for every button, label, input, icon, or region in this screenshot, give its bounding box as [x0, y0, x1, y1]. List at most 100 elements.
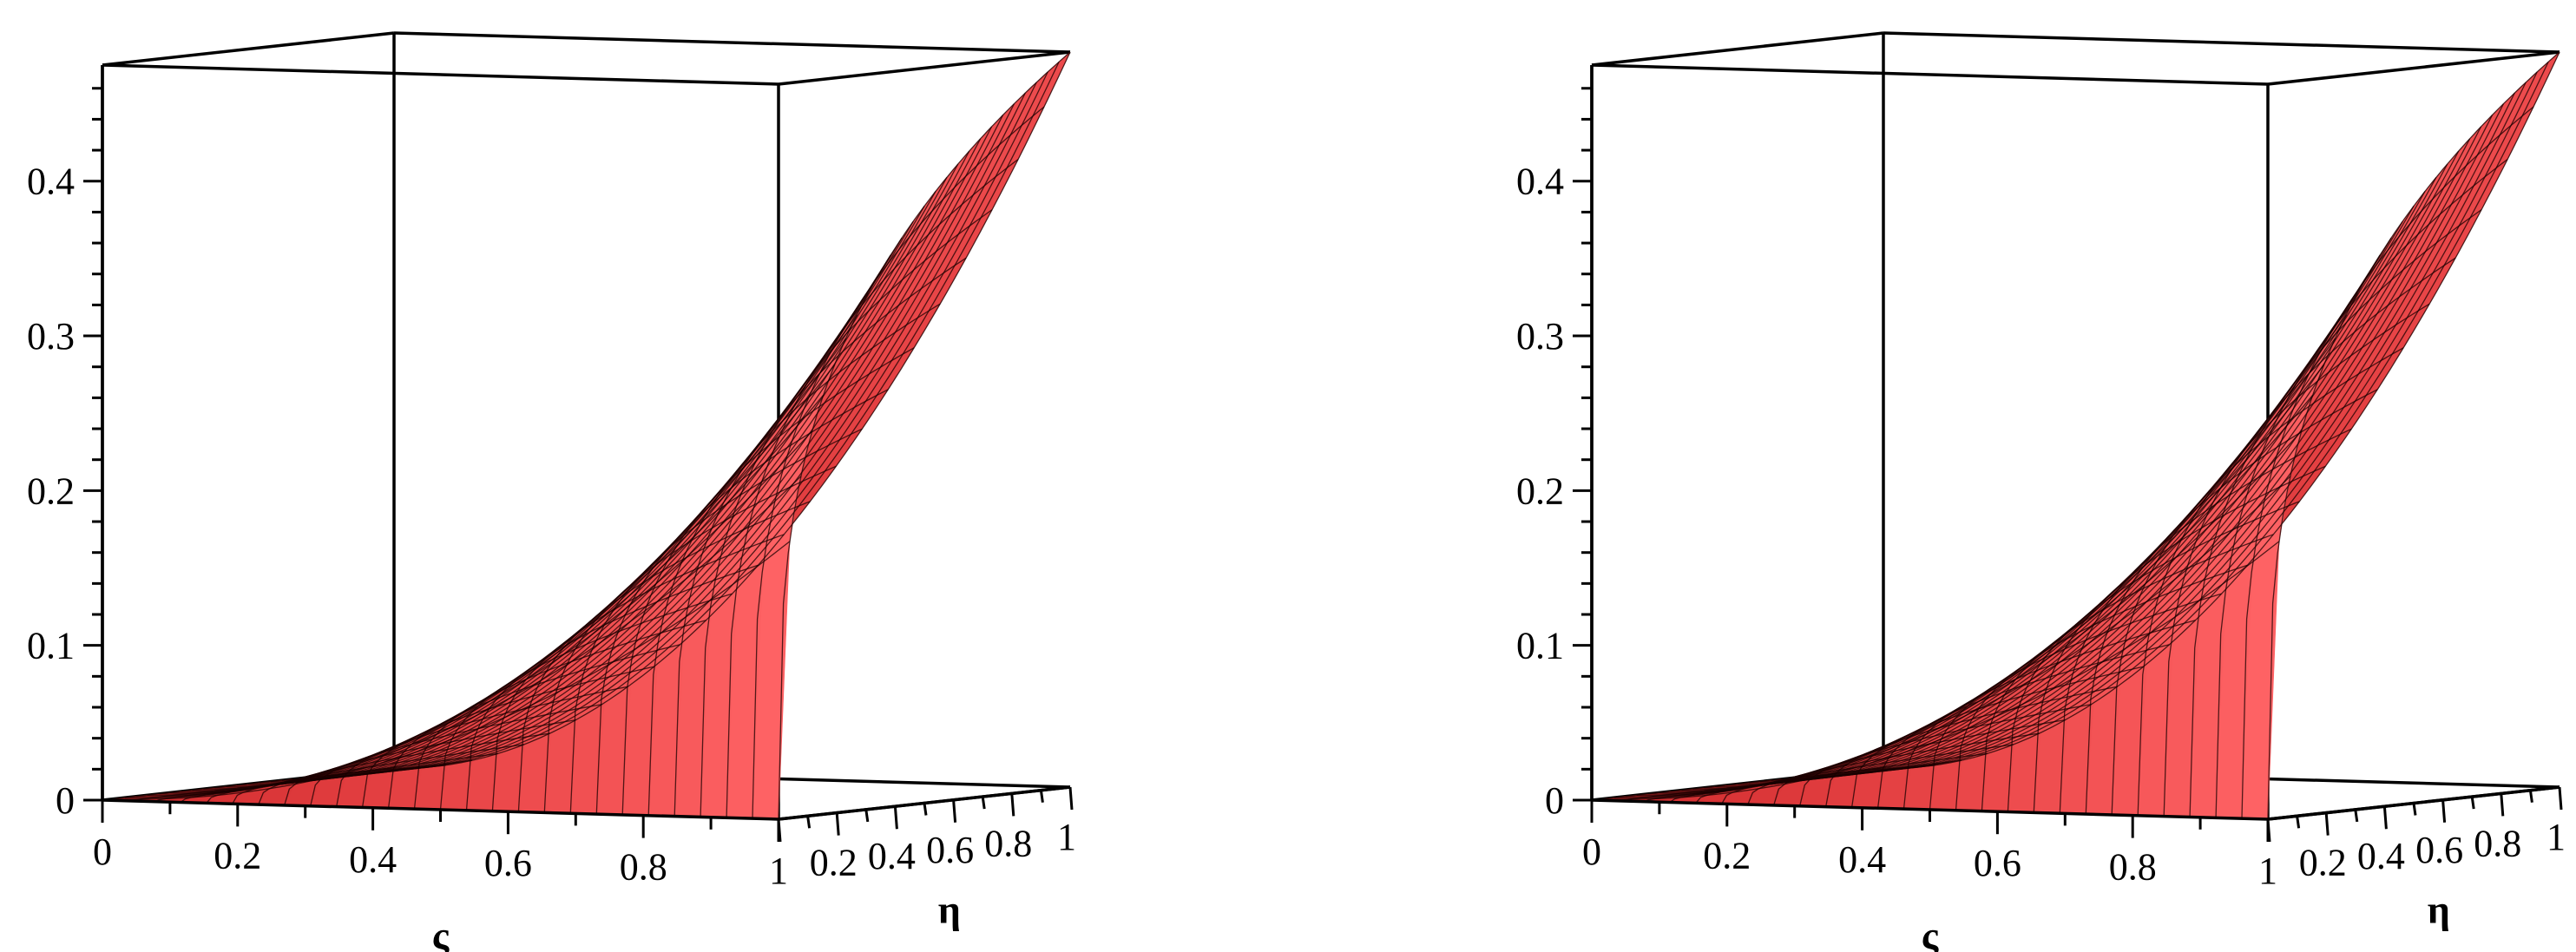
y-major-tick	[2266, 818, 2271, 843]
mesh-line-const-x	[595, 389, 889, 815]
mesh-line-const-y	[393, 51, 1071, 769]
mesh-line-const-x	[2189, 209, 2482, 817]
y-minor-tick	[864, 809, 870, 823]
y-major-tick	[777, 818, 782, 843]
z-tick-label: 0.1	[27, 625, 75, 667]
y-major-tick	[893, 806, 898, 830]
mesh-line-const-x	[1981, 534, 2274, 811]
mesh-line-const-y	[1793, 138, 2471, 779]
y-minor-tick	[2354, 809, 2359, 823]
mesh-line-const-y	[326, 115, 1004, 777]
z-axis: 0 0.1 0.2 0.3 0.4	[1516, 87, 1592, 822]
y-minor-tick	[2296, 816, 2301, 829]
x-tick-label: 0.8	[620, 846, 667, 889]
mesh-line-const-y	[281, 163, 959, 782]
mesh-line-const-x	[2137, 303, 2430, 816]
y-tick-label: 0.8	[984, 822, 1032, 864]
x-tick-label: 0.4	[1838, 838, 1886, 881]
y-major-tick	[1068, 786, 1074, 811]
mesh-line-const-x	[2215, 159, 2508, 818]
x-tick-label: 1	[2258, 850, 2277, 892]
mesh-line-const-y	[1838, 92, 2515, 774]
x-axis: 0 0.2 0.4 0.6 0.8 1 ς	[93, 800, 788, 952]
mesh-line-const-y	[1850, 82, 2527, 773]
mesh-line-const-x	[491, 534, 785, 811]
mesh-line-const-y	[1861, 71, 2538, 771]
mesh-line-const-y	[1771, 163, 2448, 782]
y-minor-tick	[2528, 790, 2533, 803]
mesh-line-const-x	[726, 159, 1019, 818]
mesh-line-const-y	[315, 126, 993, 778]
mesh-line-const-y	[1737, 206, 2415, 785]
y-major-tick	[2558, 786, 2563, 811]
y-minor-tick	[2412, 803, 2417, 816]
y-major-tick	[952, 799, 957, 823]
box-edge-top-left	[102, 31, 395, 67]
y-axis: 0.2 0.4 0.6 0.8 1 η	[777, 786, 1076, 932]
y-tick-label: 0.8	[2474, 822, 2521, 864]
mesh-line-const-y	[1816, 115, 2494, 777]
surface-plot-left: 00.10.20.30.40 0.2 0.4 0.6 0.8 1ς0.2 0.4 0.6 0.8…	[27, 31, 1076, 952]
y-minor-tick	[2470, 796, 2475, 810]
z-tick-label: 0.4	[27, 161, 75, 203]
mesh-line-const-y	[1827, 103, 2504, 775]
y-major-tick	[2324, 812, 2330, 836]
box-edge-top-right	[2267, 50, 2560, 86]
mesh-line-const-x	[621, 347, 915, 815]
mesh-line-const-y	[304, 138, 982, 779]
y-tick-label: 0.4	[2357, 835, 2405, 877]
z-tick-label: 0	[1545, 779, 1564, 822]
y-tick-label: 0.2	[2299, 842, 2347, 884]
x-tick-label: 0.6	[484, 842, 532, 884]
z-tick-label: 0.2	[1516, 469, 1564, 512]
mesh-line-const-x	[2059, 428, 2352, 814]
surface-plot-right: 00.10.20.30.40 0.2 0.4 0.6 0.8 1ς0.2 0.4 0.6 0.8…	[1516, 31, 2566, 952]
x-axis-title: ς	[1922, 913, 1939, 952]
z-tick-label: 0.4	[1516, 161, 1564, 203]
y-tick-label: 0.6	[926, 829, 974, 871]
x-tick-label: 1	[769, 850, 788, 892]
mesh-line-const-x	[465, 564, 759, 811]
x-tick-label: 0.2	[214, 834, 261, 876]
y-major-tick	[1010, 793, 1015, 817]
surface-mesh	[1591, 51, 2560, 820]
x-tick-label: 0.8	[2109, 846, 2157, 889]
z-tick-label: 0.2	[27, 469, 75, 512]
box-edge-top-left	[1591, 31, 1884, 67]
box-edge-top-front	[102, 63, 779, 86]
mesh-line-const-y	[360, 82, 1037, 773]
z-tick-label: 0.3	[27, 315, 75, 358]
x-axis-title: ς	[432, 913, 450, 952]
y-axis-title: η	[938, 888, 961, 932]
z-tick-label: 0.3	[1516, 315, 1564, 358]
mesh-line-const-x	[2267, 51, 2560, 820]
box-edge-top-front	[1591, 63, 2269, 86]
x-tick-label: 0	[93, 831, 112, 873]
y-tick-label: 0.4	[868, 835, 916, 877]
y-minor-tick	[981, 796, 986, 810]
x-tick-label: 0.4	[349, 838, 397, 881]
x-axis: 0 0.2 0.4 0.6 0.8 1 ς	[1582, 800, 2277, 952]
y-minor-tick	[806, 816, 812, 829]
y-major-tick	[2382, 806, 2388, 830]
box-edge-top-right	[778, 50, 1071, 86]
mesh-line-const-x	[543, 465, 837, 813]
y-tick-label: 0.2	[810, 842, 858, 884]
mesh-line-const-x	[2007, 501, 2300, 812]
z-axis: 0 0.1 0.2 0.3 0.4	[27, 87, 102, 822]
z-tick-label: 0	[56, 779, 75, 822]
mesh-line-const-y	[247, 206, 925, 785]
y-tick-label: 1	[1057, 816, 1076, 858]
mesh-line-const-x	[2241, 106, 2534, 819]
mesh-line-const-y	[259, 191, 936, 784]
y-major-tick	[835, 812, 840, 836]
y-major-tick	[2500, 793, 2505, 817]
y-tick-label: 1	[2546, 816, 2566, 858]
box-edge-top-back	[1883, 31, 2560, 54]
mesh-line-const-x	[2033, 465, 2326, 813]
z-tick-label: 0.1	[1516, 625, 1564, 667]
mesh-line-const-y	[1804, 126, 2482, 778]
mesh-line-const-y	[338, 103, 1015, 775]
x-tick-label: 0.6	[1974, 842, 2021, 884]
